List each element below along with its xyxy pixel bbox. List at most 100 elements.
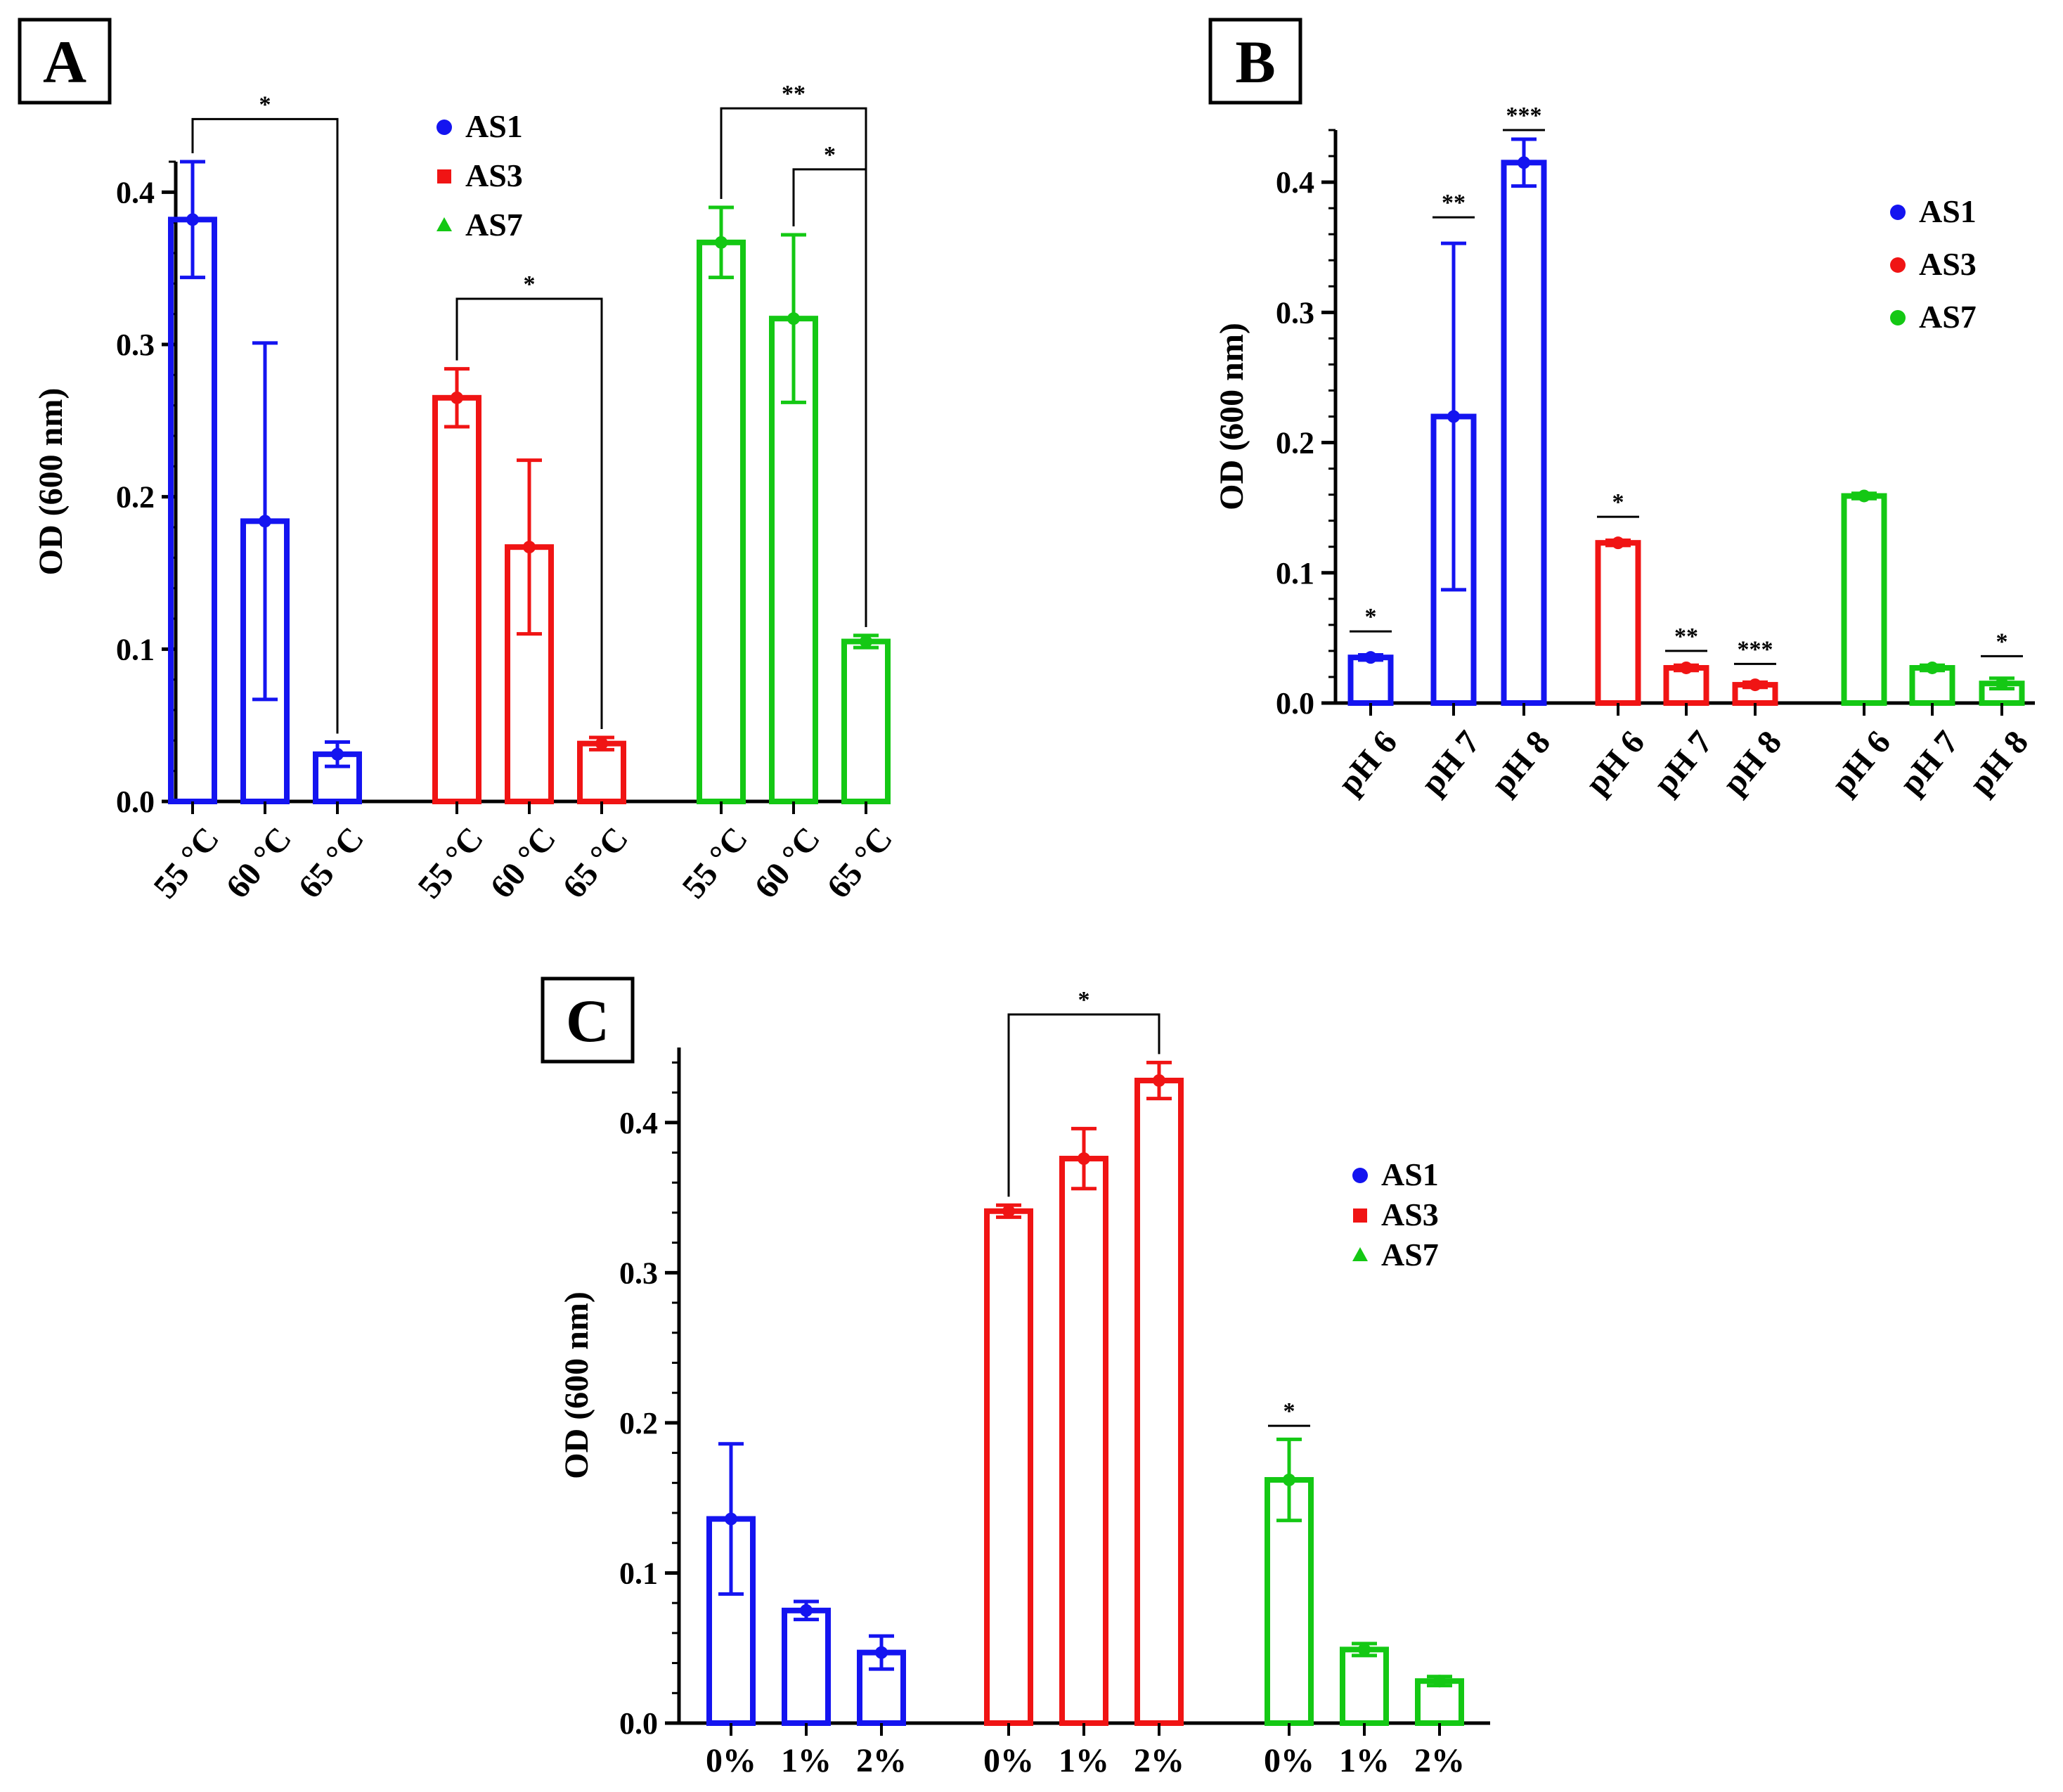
- bar: [432, 394, 481, 804]
- bar-AS1-1%: [782, 1599, 831, 1726]
- data-point: [1078, 1152, 1090, 1166]
- panel-C: C 0.0 0.1 0.2 0.3 0.4 OD (600 nm) 0% 1% 2% 0% 1% 2% 0…: [541, 976, 1490, 1779]
- panel-letter-box: [541, 976, 635, 1064]
- bar-AS7-0%: [1265, 1437, 1314, 1727]
- x-tick-label: pH 7: [1892, 724, 1966, 802]
- data-point: [1996, 677, 2008, 690]
- bar: [841, 638, 891, 804]
- x-tick-label: 65 °C: [291, 820, 371, 905]
- data-point: [186, 213, 199, 226]
- bar-AS3-pH 7: [1663, 661, 1709, 707]
- significance-annotation: *: [1007, 987, 1160, 1197]
- significance-stars: ***: [1738, 636, 1773, 662]
- data-point: [331, 747, 344, 761]
- significance-annotation: ***: [1734, 636, 1776, 665]
- x-tick-label: 0%: [706, 1742, 756, 1779]
- legend: AS1 AS3 AS7: [1890, 193, 1977, 335]
- x-tick-label: 60 °C: [483, 820, 563, 905]
- panel-letter: A: [43, 28, 86, 96]
- x-tick-label: 1%: [1059, 1742, 1109, 1779]
- legend-marker-circle: [1890, 205, 1906, 220]
- significance-stars: *: [259, 91, 271, 117]
- legend-label: AS3: [465, 157, 523, 193]
- data-point: [1447, 410, 1460, 423]
- x-tick-label: pH 8: [1484, 724, 1558, 802]
- legend-label: AS7: [465, 207, 523, 243]
- significance-annotation: *: [191, 91, 339, 734]
- x-tick-label: 55 °C: [675, 820, 755, 905]
- legend-marker-square: [437, 169, 451, 183]
- bar: [577, 740, 626, 804]
- x-tick-label: 60 °C: [219, 820, 299, 905]
- legend-label: AS7: [1381, 1237, 1439, 1272]
- panel-letter: C: [566, 987, 609, 1055]
- bar: [782, 1607, 831, 1726]
- significance-stars: *: [1365, 604, 1377, 630]
- bar-AS7-60 °C: [769, 233, 818, 804]
- y-axis-label: OD (600 nm): [558, 1291, 595, 1479]
- y-tick-label: 0.4: [1276, 165, 1314, 200]
- bar: [1059, 1156, 1108, 1726]
- bar: [1501, 160, 1547, 706]
- bar-AS7-1%: [1340, 1642, 1389, 1726]
- data-point: [725, 1512, 737, 1526]
- bar-AS1-65 °C: [313, 740, 362, 805]
- bar-AS1-60 °C: [240, 341, 290, 804]
- x-tick-label: 55 °C: [146, 820, 226, 905]
- x-tick-label: 0%: [1264, 1742, 1314, 1779]
- bar-AS1-0%: [706, 1442, 756, 1726]
- bar: [1595, 540, 1641, 707]
- y-tick-label: 0.1: [116, 632, 155, 666]
- bar-AS7-65 °C: [841, 633, 891, 804]
- legend-label: AS3: [1919, 246, 1977, 282]
- data-point: [787, 312, 800, 325]
- y-tick-label: 0.3: [116, 328, 155, 362]
- y-axis-label: OD (600 nm): [32, 388, 70, 576]
- data-point: [860, 635, 872, 648]
- x-tick-label: 2%: [1134, 1742, 1184, 1779]
- bar: [984, 1208, 1033, 1726]
- legend-marker-circle: [436, 120, 452, 135]
- bar-AS7-pH 8: [1979, 676, 2025, 706]
- significance-annotation: *: [792, 142, 867, 627]
- significance-annotation: ***: [1503, 103, 1545, 131]
- bar-AS3-1%: [1059, 1126, 1108, 1726]
- legend-label: AS1: [1381, 1156, 1439, 1192]
- y-axis-label: OD (600 nm): [1213, 323, 1250, 510]
- data-point: [1153, 1074, 1165, 1087]
- bar: [1841, 493, 1887, 706]
- significance-stars: *: [1612, 489, 1624, 515]
- significance-stars: **: [1674, 624, 1698, 650]
- legend-marker-square: [1353, 1208, 1367, 1223]
- y-tick-label: 0.3: [619, 1256, 658, 1290]
- data-point: [1926, 661, 1939, 674]
- bar-AS3-65 °C: [577, 735, 626, 804]
- bar-AS3-0%: [984, 1203, 1033, 1726]
- y-tick-label: 0.4: [116, 175, 155, 210]
- x-tick-label: 0%: [983, 1742, 1034, 1779]
- bar: [1134, 1077, 1184, 1726]
- bar-AS7-pH 6: [1841, 489, 1887, 706]
- bar-AS1-pH 8: [1501, 137, 1547, 706]
- legend-marker-triangle: [436, 217, 452, 231]
- bar: [1347, 655, 1394, 707]
- legend-label: AS1: [465, 108, 523, 144]
- x-tick-label: pH 7: [1646, 724, 1720, 802]
- y-tick-label: 0.2: [1276, 426, 1314, 460]
- bar-AS3-2%: [1134, 1060, 1184, 1726]
- significance-annotation: *: [1981, 629, 2023, 657]
- panel-letter: B: [1235, 28, 1275, 96]
- data-point: [259, 515, 271, 528]
- data-point: [1433, 1675, 1446, 1688]
- x-tick-label: pH 6: [1578, 724, 1652, 802]
- significance-annotation: *: [1268, 1398, 1310, 1427]
- bar-AS3-60 °C: [505, 458, 554, 805]
- y-tick-label: 0.2: [619, 1406, 658, 1440]
- bar-AS3-pH 6: [1595, 536, 1641, 707]
- data-point: [523, 541, 536, 554]
- data-point: [875, 1646, 888, 1659]
- significance-bracket: [792, 168, 867, 627]
- bar-AS3-55 °C: [432, 367, 481, 804]
- legend-label: AS1: [1919, 193, 1977, 229]
